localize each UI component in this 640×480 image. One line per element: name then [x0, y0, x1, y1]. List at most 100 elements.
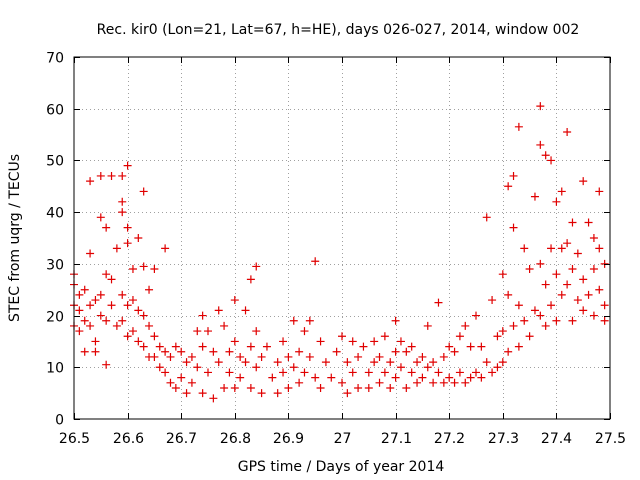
- data-point: [514, 301, 523, 310]
- y-tick-label: 70: [46, 51, 64, 67]
- data-point: [600, 259, 609, 268]
- data-point: [386, 358, 395, 367]
- data-point: [498, 327, 507, 336]
- data-point: [573, 249, 582, 258]
- data-point: [423, 363, 432, 372]
- data-point: [354, 383, 363, 392]
- data-point: [439, 352, 448, 361]
- data-point: [80, 347, 89, 356]
- data-point: [246, 383, 255, 392]
- data-point: [418, 352, 427, 361]
- data-point: [568, 316, 577, 325]
- data-point: [91, 347, 100, 356]
- data-point: [118, 171, 127, 180]
- y-tick-label: 20: [46, 310, 64, 326]
- data-point: [364, 368, 373, 377]
- data-point: [536, 140, 545, 149]
- data-point: [530, 192, 539, 201]
- data-point: [91, 296, 100, 305]
- data-point: [139, 311, 148, 320]
- data-point: [145, 285, 154, 294]
- data-point: [118, 290, 127, 299]
- data-point: [177, 347, 186, 356]
- data-point: [338, 378, 346, 387]
- data-point: [118, 208, 127, 217]
- data-point: [589, 311, 598, 320]
- data-point: [370, 337, 379, 346]
- x-tick-label: 27.3: [488, 431, 519, 447]
- x-tick-label: 26.5: [59, 431, 90, 447]
- data-point: [230, 337, 239, 346]
- data-point: [198, 389, 207, 398]
- data-point: [536, 102, 545, 111]
- y-tick-label: 10: [46, 361, 64, 377]
- data-point: [450, 378, 459, 387]
- data-point: [225, 368, 234, 377]
- data-point: [139, 262, 148, 271]
- data-point: [171, 342, 180, 351]
- data-point: [241, 358, 250, 367]
- data-point: [289, 363, 298, 372]
- data-point: [311, 257, 320, 266]
- data-point: [166, 378, 175, 387]
- data-point: [230, 296, 239, 305]
- data-point: [547, 301, 556, 310]
- data-point: [504, 347, 513, 356]
- data-point: [118, 197, 127, 206]
- data-point: [102, 270, 111, 279]
- data-point: [107, 301, 116, 310]
- data-point: [488, 368, 497, 377]
- data-point: [429, 358, 438, 367]
- data-point: [423, 321, 432, 330]
- data-point: [123, 301, 132, 310]
- x-tick-label: 26.6: [113, 431, 144, 447]
- data-point: [413, 378, 422, 387]
- data-point: [402, 383, 411, 392]
- data-point: [279, 368, 288, 377]
- data-point: [193, 363, 202, 372]
- y-tick-label: 60: [46, 103, 64, 119]
- data-point: [536, 259, 545, 268]
- x-tick-labels: 26.5 26.6 26.7 26.8 26.9 27 27.1 27.2 27.3 27.4 27…: [59, 431, 626, 447]
- x-tick-label: 26.9: [273, 431, 304, 447]
- data-point: [295, 378, 304, 387]
- data-point: [236, 352, 245, 361]
- data-point: [273, 389, 282, 398]
- data-point: [568, 265, 577, 274]
- data-point: [466, 342, 475, 351]
- data-point: [595, 285, 604, 294]
- data-point: [161, 347, 170, 356]
- data-point: [96, 311, 105, 320]
- data-point: [161, 244, 170, 253]
- y-tick-labels: 0 10 20 30 40 50 60 70: [46, 51, 64, 429]
- data-point: [107, 275, 116, 284]
- data-point: [343, 389, 352, 398]
- data-point: [75, 327, 84, 336]
- data-point: [563, 239, 572, 248]
- data-point: [579, 306, 588, 315]
- data-point: [262, 342, 271, 351]
- data-point: [472, 368, 480, 377]
- data-point: [584, 218, 593, 227]
- data-point: [498, 358, 507, 367]
- data-point: [407, 342, 416, 351]
- data-point: [80, 285, 89, 294]
- data-point: [461, 378, 470, 387]
- data-point: [375, 352, 384, 361]
- data-point: [214, 306, 223, 315]
- data-point: [295, 347, 304, 356]
- data-point: [252, 327, 261, 336]
- data-point: [579, 275, 588, 284]
- data-point: [563, 280, 572, 289]
- data-point: [557, 290, 566, 299]
- data-point: [391, 316, 400, 325]
- data-point: [182, 358, 191, 367]
- data-point: [541, 151, 550, 160]
- data-point: [182, 389, 191, 398]
- data-point: [86, 249, 95, 258]
- data-point: [75, 290, 84, 299]
- data-point: [91, 337, 100, 346]
- data-point: [220, 383, 229, 392]
- data-point: [155, 342, 164, 351]
